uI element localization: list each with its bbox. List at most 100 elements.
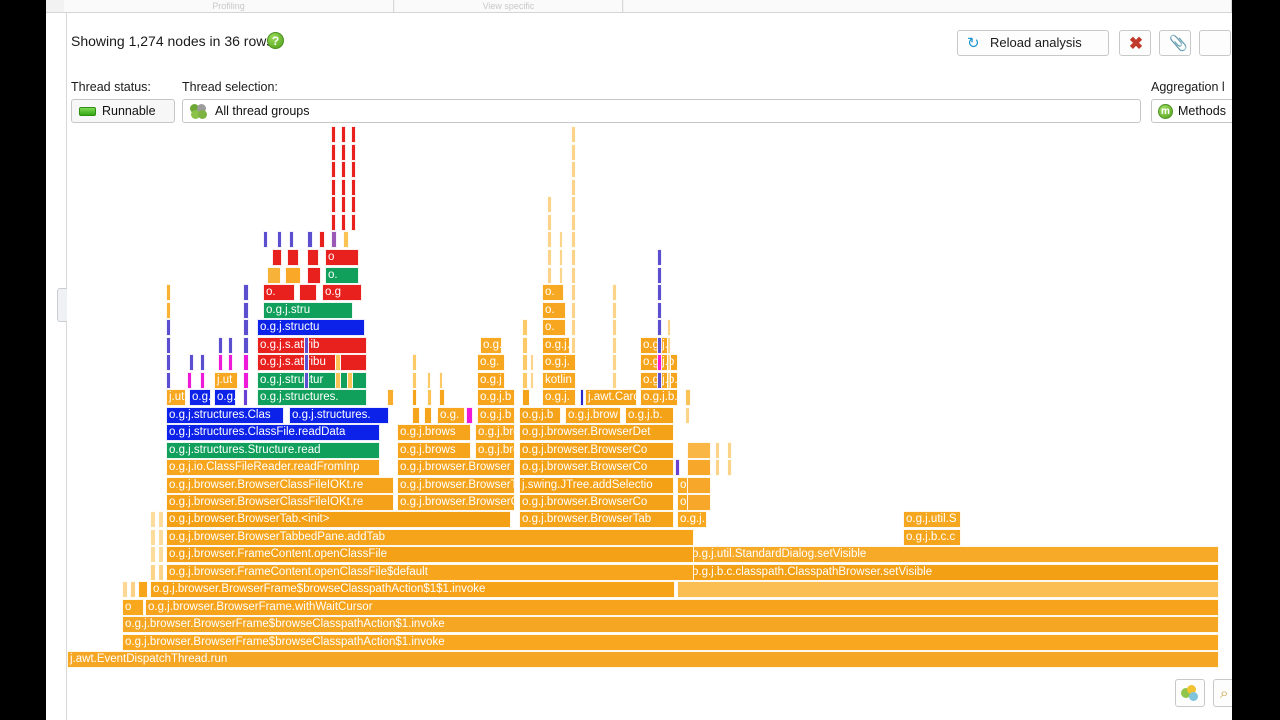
flame-frame[interactable] xyxy=(522,354,528,371)
flame-frame[interactable] xyxy=(158,511,164,528)
flame-frame[interactable] xyxy=(331,144,336,161)
flame-frame[interactable]: o.g.j.structures.ClassFile.readData xyxy=(166,424,380,441)
flame-frame[interactable]: o.g.j.brov xyxy=(475,442,515,459)
flame-frame[interactable] xyxy=(571,144,576,161)
flame-frame[interactable] xyxy=(335,354,341,371)
flame-frame[interactable]: o.g. xyxy=(477,354,505,371)
flame-frame[interactable] xyxy=(200,372,205,389)
tab-view-specific[interactable]: View specific xyxy=(395,0,623,12)
flame-frame[interactable] xyxy=(351,214,356,231)
flame-frame[interactable] xyxy=(158,546,164,563)
flame-frame[interactable] xyxy=(166,354,171,371)
flame-frame[interactable] xyxy=(727,442,732,459)
flame-frame[interactable]: o. xyxy=(263,284,295,301)
flame-frame[interactable] xyxy=(667,319,671,336)
flame-frame[interactable] xyxy=(657,249,662,266)
flame-frame[interactable] xyxy=(166,337,171,354)
flame-frame[interactable] xyxy=(307,267,321,284)
flame-frame[interactable] xyxy=(571,231,576,248)
flame-frame[interactable]: o.g.j.structures. xyxy=(257,389,367,406)
panel-collapse-handle[interactable] xyxy=(57,288,67,322)
flame-frame[interactable] xyxy=(138,581,148,598)
flame-frame[interactable]: o xyxy=(122,599,144,616)
flame-frame[interactable] xyxy=(166,284,171,301)
flame-frame[interactable] xyxy=(571,267,576,284)
flame-frame[interactable] xyxy=(412,354,417,371)
flame-frame[interactable] xyxy=(657,354,662,371)
flame-frame[interactable] xyxy=(530,372,534,389)
flame-frame[interactable] xyxy=(559,249,563,266)
flame-frame[interactable]: o.g.j.browser.BrowserFrame$browseClasspa… xyxy=(122,616,1219,633)
flame-frame[interactable]: o.g.j.b xyxy=(519,407,561,424)
flame-frame[interactable] xyxy=(218,354,223,371)
flame-frame[interactable] xyxy=(522,337,528,354)
flame-frame[interactable] xyxy=(657,284,662,301)
flame-frame[interactable]: o.g.j.util.StandardDialog.setVisible xyxy=(689,546,1219,563)
flame-frame[interactable] xyxy=(530,354,534,371)
flame-frame[interactable] xyxy=(612,284,617,301)
flame-frame[interactable]: o.g.j.browser.BrowserTabbedPane.addTab xyxy=(166,529,694,546)
flame-frame[interactable]: o.g. xyxy=(437,407,465,424)
flame-frame[interactable]: o.g.j.browser.BrowserTab.<init> xyxy=(166,511,511,528)
flame-frame[interactable]: o. xyxy=(325,267,359,284)
close-button[interactable]: ✖ xyxy=(1119,30,1151,56)
flame-frame[interactable] xyxy=(272,249,282,266)
flame-frame[interactable] xyxy=(439,372,443,389)
flame-frame[interactable] xyxy=(347,372,353,389)
flame-frame[interactable] xyxy=(243,337,249,354)
flame-frame[interactable]: o.g.j.structures.Structure.read xyxy=(166,442,380,459)
reload-analysis-button[interactable]: ↻ Reload analysis xyxy=(957,30,1109,56)
flame-frame[interactable]: o.g.j.io.ClassFileReader.readFromInp xyxy=(166,459,380,476)
flame-frame[interactable] xyxy=(412,407,420,424)
flame-frame[interactable] xyxy=(687,494,711,511)
flame-frame[interactable]: o. xyxy=(542,302,566,319)
flame-frame[interactable]: o.g.j.browser.BrowserFrame$browseClasspa… xyxy=(150,581,675,598)
flame-frame[interactable] xyxy=(657,267,662,284)
flame-frame[interactable] xyxy=(522,319,528,336)
tab-n2[interactable] xyxy=(624,0,1232,12)
flame-frame[interactable] xyxy=(685,389,691,406)
flame-frame[interactable] xyxy=(341,214,346,231)
flame-frame[interactable]: o.g.j.brov xyxy=(475,424,515,441)
flame-frame[interactable] xyxy=(341,161,346,178)
flame-frame[interactable] xyxy=(243,319,249,336)
flame-frame[interactable] xyxy=(341,196,346,213)
flame-frame[interactable]: o.g.j.structu xyxy=(257,319,365,336)
flame-frame[interactable]: o.g.j xyxy=(477,372,505,389)
flame-frame[interactable] xyxy=(218,337,223,354)
flame-frame[interactable]: o.g.j. xyxy=(542,354,576,371)
flame-frame[interactable]: o.g.j.util.S xyxy=(903,511,961,528)
flame-frame[interactable] xyxy=(571,249,576,266)
flame-frame[interactable] xyxy=(351,179,356,196)
flame-frame[interactable] xyxy=(547,267,552,284)
flame-frame[interactable] xyxy=(439,389,445,406)
flame-frame[interactable] xyxy=(687,477,711,494)
flame-frame[interactable] xyxy=(715,459,720,476)
flame-frame[interactable] xyxy=(667,354,671,371)
flame-frame[interactable] xyxy=(150,564,156,581)
flame-frame[interactable] xyxy=(612,372,617,389)
flame-frame[interactable]: o.g.j. xyxy=(542,389,576,406)
flame-frame[interactable] xyxy=(412,389,417,406)
flame-frame[interactable]: o.g. xyxy=(480,337,502,354)
flame-frame[interactable] xyxy=(427,372,431,389)
flame-frame[interactable] xyxy=(612,319,617,336)
flame-frame[interactable]: kotlin xyxy=(542,372,576,389)
flame-frame[interactable] xyxy=(341,144,346,161)
flame-frame[interactable] xyxy=(571,179,576,196)
flame-frame[interactable]: o.g.j xyxy=(189,389,211,406)
flame-frame[interactable] xyxy=(687,459,711,476)
flame-frame[interactable]: o.g.j.browser.FrameContent.openClassFile xyxy=(166,546,694,563)
flame-frame[interactable] xyxy=(341,179,346,196)
overflow-button[interactable] xyxy=(1199,30,1231,56)
flame-frame[interactable] xyxy=(522,372,528,389)
flame-frame[interactable] xyxy=(228,337,233,354)
flame-frame[interactable] xyxy=(200,354,205,371)
flame-frame[interactable] xyxy=(571,161,576,178)
flame-frame[interactable] xyxy=(307,231,313,248)
flame-frame[interactable] xyxy=(547,196,552,213)
flame-frame[interactable] xyxy=(571,126,576,143)
flame-frame[interactable] xyxy=(228,354,233,371)
flame-frame[interactable] xyxy=(427,389,432,406)
flame-frame[interactable] xyxy=(122,581,128,598)
